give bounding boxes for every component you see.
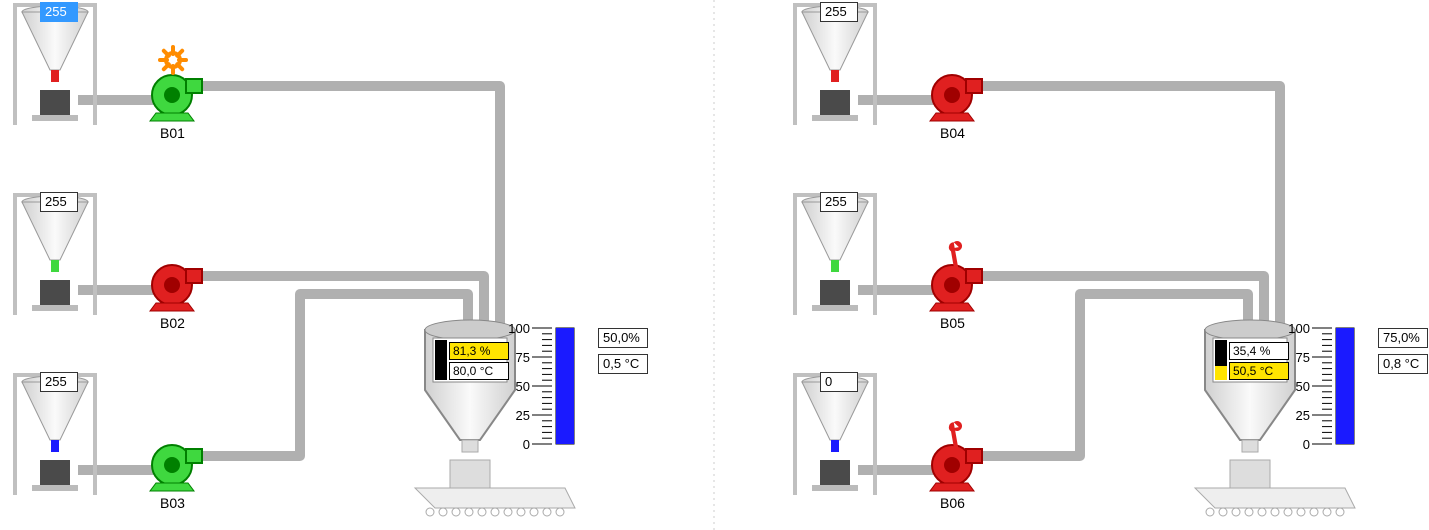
level-bar-right bbox=[1336, 328, 1354, 444]
svg-text:50: 50 bbox=[516, 379, 530, 394]
level-bar-left bbox=[556, 328, 574, 444]
svg-text:0: 0 bbox=[523, 437, 530, 452]
silo-value-S2[interactable]: 255 bbox=[40, 192, 78, 212]
pump-label-B06: B06 bbox=[940, 495, 965, 511]
setpoint2-right[interactable]: 0,8 °C bbox=[1378, 354, 1428, 374]
mixer-val2-left[interactable]: 80,0 °C bbox=[449, 362, 509, 380]
pump-label-B05: B05 bbox=[940, 315, 965, 331]
svg-text:25: 25 bbox=[1296, 408, 1310, 423]
mixer-val1-right[interactable]: 35,4 % bbox=[1229, 342, 1289, 360]
pump-label-B04: B04 bbox=[940, 125, 965, 141]
setpoint1-right[interactable]: 75,0% bbox=[1378, 328, 1428, 348]
svg-text:75: 75 bbox=[1296, 350, 1310, 365]
svg-text:50: 50 bbox=[1296, 379, 1310, 394]
svg-text:75: 75 bbox=[516, 350, 530, 365]
gear-icon bbox=[160, 47, 186, 73]
svg-text:100: 100 bbox=[508, 321, 530, 336]
pump-label-B01: B01 bbox=[160, 125, 185, 141]
svg-text:100: 100 bbox=[1288, 321, 1310, 336]
pump-label-B02: B02 bbox=[160, 315, 185, 331]
setpoint2-left[interactable]: 0,5 °C bbox=[598, 354, 648, 374]
mixer-val1-left[interactable]: 81,3 % bbox=[449, 342, 509, 360]
silo-value-S1[interactable]: 255 bbox=[40, 2, 78, 22]
silo-value-S6[interactable]: 0 bbox=[820, 372, 858, 392]
silo-value-S5[interactable]: 255 bbox=[820, 192, 858, 212]
silo-value-S4[interactable]: 255 bbox=[820, 2, 858, 22]
svg-text:0: 0 bbox=[1303, 437, 1310, 452]
svg-text:25: 25 bbox=[516, 408, 530, 423]
setpoint1-left[interactable]: 50,0% bbox=[598, 328, 648, 348]
mixer-val2-right[interactable]: 50,5 °C bbox=[1229, 362, 1289, 380]
pump-label-B03: B03 bbox=[160, 495, 185, 511]
silo-value-S3[interactable]: 255 bbox=[40, 372, 78, 392]
